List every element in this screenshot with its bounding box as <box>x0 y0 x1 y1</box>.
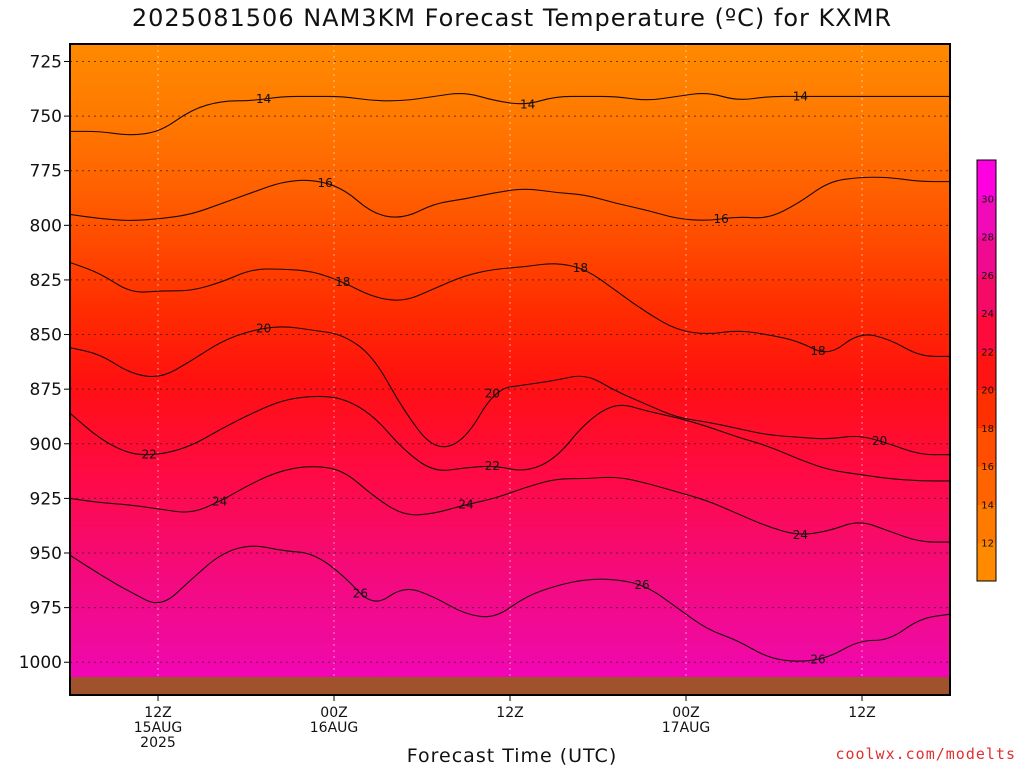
contour-label-24-1: 24 <box>458 498 473 512</box>
ytick-label-925: 925 <box>30 489 62 509</box>
ytick-label-875: 875 <box>30 380 62 400</box>
colorbar-label-30: 30 <box>981 194 994 205</box>
ytick-label-950: 950 <box>30 544 62 564</box>
contour-label-18-1: 18 <box>573 261 588 275</box>
colorbar-label-12: 12 <box>981 539 994 550</box>
ytick-label-750: 750 <box>30 107 62 127</box>
ytick-label-825: 825 <box>30 271 62 291</box>
colorbar-band-20 <box>977 351 996 391</box>
contour-label-24-2: 24 <box>793 528 808 542</box>
colorbar-band-14 <box>977 466 996 505</box>
contour-label-14-2: 14 <box>793 89 808 103</box>
contour-20 <box>70 326 950 456</box>
colorbar-band-26 <box>977 236 996 276</box>
contour-label-22-1: 22 <box>485 459 500 473</box>
colorbar-label-28: 28 <box>981 233 994 244</box>
contour-label-16-0: 16 <box>318 176 333 190</box>
xtick-label-0-2: 2025 <box>140 735 176 751</box>
xtick-label-3-0: 00Z <box>672 705 699 721</box>
colorbar-label-26: 26 <box>981 271 994 282</box>
xtick-label-4-0: 12Z <box>848 705 875 721</box>
contour-label-18-0: 18 <box>335 275 350 289</box>
colorbar-label-24: 24 <box>981 309 994 320</box>
xtick-label-3-1: 17AUG <box>662 720 711 736</box>
contour-label-14-0: 14 <box>256 92 271 106</box>
colorbar-label-18: 18 <box>981 424 994 435</box>
xtick-label-1-0: 00Z <box>320 705 347 721</box>
ytick-label-900: 900 <box>30 435 62 455</box>
contour-label-26-2: 26 <box>810 652 825 666</box>
contour-24 <box>70 466 950 543</box>
ytick-label-800: 800 <box>30 216 62 236</box>
xtick-label-1-1: 16AUG <box>310 720 359 736</box>
colorbar-band-24 <box>977 274 996 314</box>
xtick-label-0-0: 12Z <box>144 705 171 721</box>
contour-18 <box>70 261 950 357</box>
grid-lines <box>70 44 950 695</box>
xtick-label-0-1: 15AUG <box>134 720 183 736</box>
colorbar-band-22 <box>977 313 996 352</box>
ytick-label-850: 850 <box>30 326 62 346</box>
contour-label-16-1: 16 <box>714 212 729 226</box>
colorbar-label-14: 14 <box>981 500 994 511</box>
y-axis: 725 750 775 800 825 850 875 900 925 950 975 1000 <box>19 52 70 673</box>
colorbar-band-16 <box>977 427 996 467</box>
colorbar-band-18 <box>977 389 996 429</box>
ytick-label-1000: 1000 <box>19 653 62 673</box>
colorbar: 12 14 16 18 20 22 24 26 28 30 <box>976 159 997 582</box>
contour-label-14-1: 14 <box>520 97 535 111</box>
colorbar-band-30 <box>977 160 996 199</box>
colorbar-band-12 <box>977 504 996 544</box>
contour-label-20-1: 20 <box>485 386 500 400</box>
colorbar-label-22: 22 <box>981 347 994 358</box>
contour-label-18-2: 18 <box>810 344 825 358</box>
ytick-label-975: 975 <box>30 599 62 619</box>
colorbar-frame <box>976 159 997 582</box>
contour-lines: 14 14 14 16 16 18 18 18 20 20 20 22 22 24 24 24 26 26 26 <box>70 89 950 666</box>
colorbar-band-28 <box>977 198 996 238</box>
ytick-label-725: 725 <box>30 52 62 72</box>
chart-title: 2025081506 NAM3KM Forecast Temperature (… <box>131 4 893 32</box>
colorbar-label-20: 20 <box>981 386 994 397</box>
contour-label-20-0: 20 <box>256 322 271 336</box>
contour-label-20-2: 20 <box>872 434 887 448</box>
contour-label-26-1: 26 <box>634 578 649 592</box>
source-credit: coolwx.com/modelts <box>835 745 1016 763</box>
contour-label-22-0: 22 <box>142 448 157 462</box>
contour-22 <box>70 395 950 482</box>
terrain-ground <box>70 677 950 695</box>
contour-26 <box>70 545 950 662</box>
x-axis-label: Forecast Time (UTC) <box>406 745 618 767</box>
colorbar-label-16: 16 <box>981 462 994 473</box>
contour-16 <box>70 176 950 221</box>
contour-label-24-0: 24 <box>212 494 227 508</box>
xtick-label-2-0: 12Z <box>496 705 523 721</box>
ytick-label-775: 775 <box>30 162 62 182</box>
colorbar-band-10 <box>977 542 996 582</box>
contour-14 <box>70 92 950 136</box>
contour-label-26-0: 26 <box>353 587 368 601</box>
